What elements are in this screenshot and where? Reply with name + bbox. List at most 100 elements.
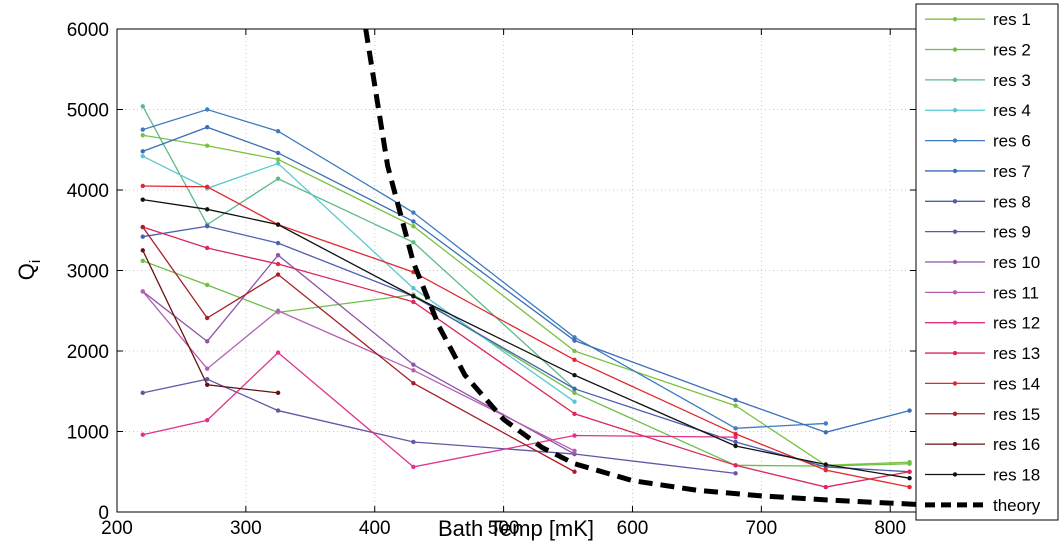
legend-item: res 13 [925, 344, 1040, 363]
series-group [140, 29, 916, 507]
legend-marker [952, 259, 958, 265]
data-point-res-13 [907, 469, 912, 474]
data-point-res-8 [140, 234, 145, 239]
data-point-res-9 [205, 376, 210, 382]
data-point-res-13 [572, 411, 577, 416]
data-point-res-12 [733, 434, 738, 440]
data-point-res-18 [572, 372, 577, 378]
data-point-res-11 [140, 289, 145, 294]
data-point-res-15 [572, 469, 577, 474]
y-tick-label: 3000 [67, 262, 109, 283]
y-tick-label: 4000 [67, 181, 109, 202]
legend-label: res 9 [993, 223, 1031, 242]
legend-item: res 10 [925, 253, 1040, 272]
legend-item: res 1 [925, 10, 1031, 29]
legend-label: res 8 [993, 192, 1031, 211]
data-point-res-18 [205, 207, 210, 212]
data-point-res-11 [572, 448, 577, 454]
data-point-res-1 [411, 224, 416, 229]
plot-background [117, 29, 916, 512]
data-point-res-7 [205, 125, 210, 130]
data-point-res-7 [140, 149, 145, 154]
series-layer [140, 29, 916, 507]
data-point-res-14 [205, 184, 210, 189]
legend-label: res 16 [993, 435, 1040, 454]
data-point-res-10 [205, 339, 210, 344]
ticks: 200 300 400 500 600 700 800 0 1000 2000 3000 4000 50… [67, 20, 916, 539]
data-point-res-18 [823, 462, 828, 467]
legend-label: res 1 [993, 10, 1031, 29]
data-point-res-9 [275, 408, 281, 413]
data-point-res-15 [140, 224, 145, 230]
legend-item: res 12 [925, 314, 1040, 333]
legend-item: res 18 [925, 465, 1040, 484]
data-point-res-3 [140, 104, 145, 109]
data-point-res-6 [733, 426, 738, 431]
data-point-res-7 [907, 408, 912, 413]
data-point-res-13 [733, 463, 738, 468]
data-point-res-18 [411, 294, 416, 299]
x-axis-label: Bath Temp [mK] [438, 516, 594, 541]
legend-marker [952, 290, 958, 295]
data-point-res-8 [275, 240, 281, 246]
legend-label: res 10 [993, 253, 1040, 272]
data-point-res-11 [275, 308, 281, 313]
data-point-res-9 [733, 471, 738, 476]
data-point-res-16 [140, 248, 145, 253]
data-point-res-6 [205, 107, 210, 112]
legend-marker [952, 350, 958, 356]
legend-label: res 3 [993, 71, 1031, 90]
series-line-res-7 [142, 126, 910, 433]
data-point-res-3 [275, 176, 281, 181]
data-point-res-10 [572, 451, 577, 457]
data-point-res-1 [140, 133, 145, 138]
data-point-res-4 [140, 153, 145, 159]
data-point-res-14 [572, 357, 577, 363]
x-tick-label: 600 [617, 518, 649, 539]
y-tick-label: 2000 [67, 342, 109, 363]
data-point-res-1 [733, 403, 738, 408]
legend-item: res 2 [925, 41, 1031, 60]
x-tick-label: 200 [101, 518, 133, 539]
legend: res 1 res 2 res 3 res 4 res 6 res 7 res 8 res 9… [915, 3, 1059, 521]
data-point-res-2 [907, 461, 912, 466]
data-point-res-15 [275, 272, 281, 277]
legend-marker [952, 16, 958, 22]
data-point-res-18 [275, 222, 281, 227]
data-point-res-16 [205, 382, 210, 388]
legend-marker [952, 381, 958, 386]
legend-item: res 14 [925, 374, 1040, 393]
data-point-res-12 [572, 433, 577, 438]
series-line-res-18 [142, 199, 910, 479]
legend-item: res 16 [925, 435, 1040, 454]
legend-item: res 3 [925, 71, 1031, 90]
x-tick-label: 800 [874, 518, 906, 539]
data-point-res-1 [275, 157, 281, 162]
data-point-res-11 [205, 366, 210, 371]
data-point-res-9 [411, 439, 416, 445]
data-point-res-13 [205, 245, 210, 251]
series-line-res-13 [142, 226, 910, 488]
data-point-res-11 [411, 368, 416, 373]
data-point-res-18 [907, 475, 912, 481]
legend-label: theory [993, 496, 1041, 515]
data-point-res-12 [411, 464, 416, 470]
data-point-res-14 [140, 183, 145, 189]
data-point-res-9 [140, 390, 145, 396]
legend-marker [952, 168, 958, 174]
data-point-res-10 [275, 253, 281, 258]
legend-item: res 15 [925, 405, 1040, 424]
series-line-res-1 [142, 134, 910, 466]
data-point-res-13 [411, 299, 416, 305]
legend-marker [952, 472, 958, 477]
data-point-res-4 [411, 286, 416, 291]
data-point-res-12 [205, 418, 210, 423]
series-line-res-12 [142, 351, 736, 468]
data-point-res-13 [823, 484, 828, 490]
y-tick-label: 6000 [67, 20, 109, 41]
data-point-res-18 [140, 197, 145, 202]
series-line-res-14 [142, 185, 910, 488]
data-point-res-6 [572, 335, 577, 340]
data-point-res-4 [572, 399, 577, 404]
